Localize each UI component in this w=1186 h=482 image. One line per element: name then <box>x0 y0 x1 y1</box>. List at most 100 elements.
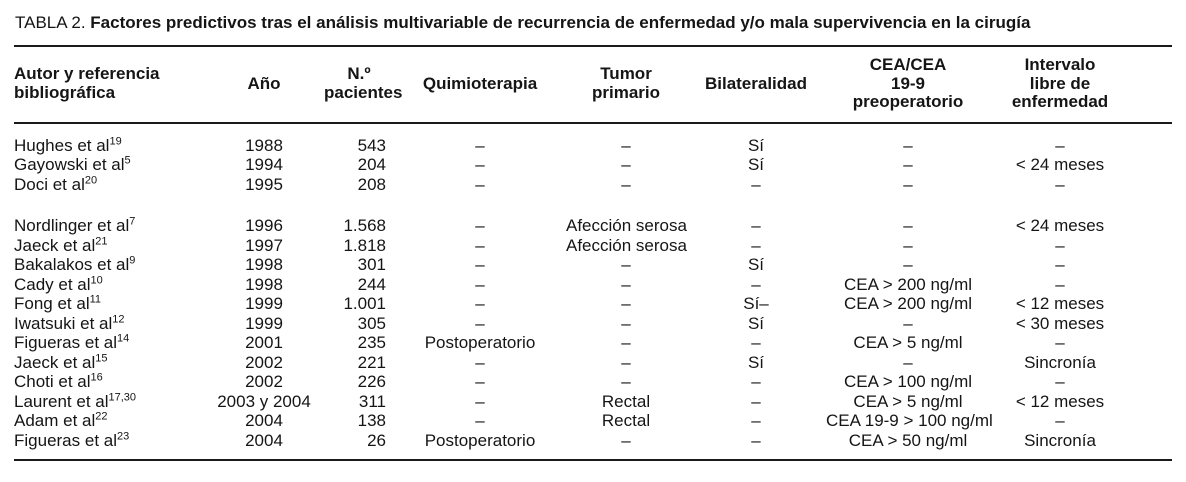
cell-patients: 138 <box>357 411 386 430</box>
cell-author: Gayowski et al5 <box>14 155 204 175</box>
column-header-disease-free-interval: Intervalo libre de enfermedad <box>990 47 1172 124</box>
cell-bilaterality: – <box>751 235 761 255</box>
cell-author: Fong et al11 <box>14 294 204 314</box>
cell-cea: – <box>903 352 913 372</box>
cell-author: Iwatsuki et al12 <box>14 313 204 334</box>
cell-bilaterality: Sí <box>747 135 765 155</box>
table-row: Choti et al16 2002 226 – – – CEA > 100 n… <box>14 372 1172 392</box>
table-row: Nordlinger et al7 1996 1.568 – Afección … <box>14 194 1172 236</box>
cell-author: Jaeck et al21 <box>14 235 204 256</box>
cell-chemotherapy: – <box>475 216 485 235</box>
author-name: Nordlinger et al <box>14 216 130 235</box>
table-row: Iwatsuki et al12 1999 305 – – Sí – < 30 … <box>14 313 1172 334</box>
cell-disease-free-interval: – <box>1055 255 1065 274</box>
table-row: Jaeck et al15 2002 221 – – Sí – Sincroní… <box>14 351 1172 373</box>
cell-year: 1998 <box>245 255 283 274</box>
cell-chemotherapy: – <box>475 274 485 294</box>
cell-chemotherapy: – <box>475 294 485 313</box>
table-caption: Factores predictivos tras el análisis mu… <box>90 13 1031 32</box>
cell-patients: 226 <box>357 372 386 391</box>
cell-bilaterality: Sí <box>747 313 765 333</box>
author-name: Fong et al <box>14 294 90 313</box>
cell-primary-tumor: – <box>621 352 631 372</box>
reference-superscript: 16 <box>90 371 103 384</box>
cell-cea: CEA 19-9 > 100 ng/ml <box>826 411 993 430</box>
cell-disease-free-interval: – <box>1055 333 1065 352</box>
cell-bilaterality: – <box>751 372 761 391</box>
cell-author: Figueras et al23 <box>14 429 204 461</box>
author-name: Jaeck et al <box>14 235 96 255</box>
cell-year: 1988 <box>245 135 283 155</box>
cell-disease-free-interval: – <box>1055 135 1065 155</box>
reference-superscript: 15 <box>95 351 108 364</box>
cell-patients: 208 <box>357 174 386 194</box>
table-row: Jaeck et al21 1997 1.818 – Afección sero… <box>14 235 1172 256</box>
cell-bilaterality: – <box>751 430 761 450</box>
cell-primary-tumor: Rectal <box>601 391 651 411</box>
cell-disease-free-interval: < 12 meses <box>1015 294 1105 313</box>
cell-patients: 1.818 <box>343 235 386 255</box>
cell-year: 2001 <box>245 333 283 352</box>
cell-patients: 204 <box>357 155 386 174</box>
cell-bilaterality: – <box>751 274 761 294</box>
reference-superscript: 23 <box>117 429 130 442</box>
column-header-chemotherapy: Quimioterapia <box>394 47 566 124</box>
cell-chemotherapy: Postoperatorio <box>424 333 536 352</box>
cell-primary-tumor: Rectal <box>601 411 651 430</box>
cell-year: 2002 <box>245 372 283 391</box>
column-header-bilaterality: Bilateralidad <box>686 47 826 124</box>
reference-superscript: 19 <box>109 134 122 147</box>
cell-chemotherapy: – <box>475 155 485 174</box>
table-number-label: TABLA 2. <box>15 13 86 32</box>
cell-chemotherapy: – <box>475 391 485 411</box>
cell-patients: 1.568 <box>343 216 386 235</box>
cell-year: 1996 <box>245 216 283 235</box>
cell-year: 1994 <box>245 155 283 174</box>
cell-bilaterality: – <box>751 411 761 430</box>
author-name: Jaeck et al <box>14 352 96 372</box>
author-name: Gayowski et al <box>14 155 125 174</box>
table-row: Fong et al11 1999 1.001 – – Sí– CEA > 20… <box>14 294 1172 314</box>
cell-author: Adam et al22 <box>14 411 204 431</box>
cell-cea: – <box>903 135 913 155</box>
cell-year: 1997 <box>245 235 283 255</box>
cell-bilaterality: – <box>751 174 761 194</box>
cell-disease-free-interval: < 24 meses <box>1015 216 1105 235</box>
author-name: Adam et al <box>14 411 96 430</box>
cell-year: 1999 <box>245 294 283 313</box>
cell-chemotherapy: – <box>475 352 485 372</box>
cell-author: Hughes et al19 <box>14 123 204 156</box>
cell-cea: – <box>903 216 913 235</box>
cell-primary-tumor: – <box>621 372 631 391</box>
table-body: Hughes et al19 1988 543 – – Sí – – Gayow… <box>14 123 1172 461</box>
column-header-cea: CEA/CEA 19-9 preoperatorio <box>826 47 990 124</box>
table-row: Adam et al22 2004 138 – Rectal – CEA 19-… <box>14 411 1172 431</box>
cell-primary-tumor: – <box>621 155 631 174</box>
table-row: Bakalakos et al9 1998 301 – – Sí – – <box>14 255 1172 275</box>
table-row: Cady et al10 1998 244 – – – CEA > 200 ng… <box>14 274 1172 295</box>
cell-chemotherapy: – <box>475 174 485 194</box>
cell-chemotherapy: – <box>475 372 485 391</box>
cell-bilaterality: – <box>751 333 761 352</box>
cell-chemotherapy: – <box>475 411 485 430</box>
cell-primary-tumor: – <box>621 313 631 333</box>
cell-cea: CEA > 100 ng/ml <box>843 372 973 391</box>
cell-cea: – <box>903 255 913 274</box>
cell-patients: 311 <box>358 391 386 411</box>
cell-patients: 305 <box>357 313 386 333</box>
column-header-author: Autor y referencia bibliográfica <box>14 47 204 124</box>
cell-cea: CEA > 5 ng/ml <box>853 333 963 352</box>
reference-superscript: 5 <box>124 154 131 167</box>
author-name: Cady et al <box>14 274 91 294</box>
cell-disease-free-interval: – <box>1055 235 1065 255</box>
cell-patients: 1.001 <box>343 294 386 313</box>
author-name: Choti et al <box>14 372 91 391</box>
cell-disease-free-interval: < 12 meses <box>1015 391 1105 411</box>
table-row: Figueras et al23 2004 26 Postoperatorio … <box>14 429 1172 461</box>
cell-year: 2004 <box>245 411 283 430</box>
cell-primary-tumor: Afección serosa <box>566 216 687 235</box>
cell-author: Jaeck et al15 <box>14 351 204 373</box>
cell-chemotherapy: – <box>475 135 485 155</box>
table-figure: TABLA 2. Factores predictivos tras el an… <box>14 13 1172 461</box>
cell-cea: – <box>903 174 913 194</box>
